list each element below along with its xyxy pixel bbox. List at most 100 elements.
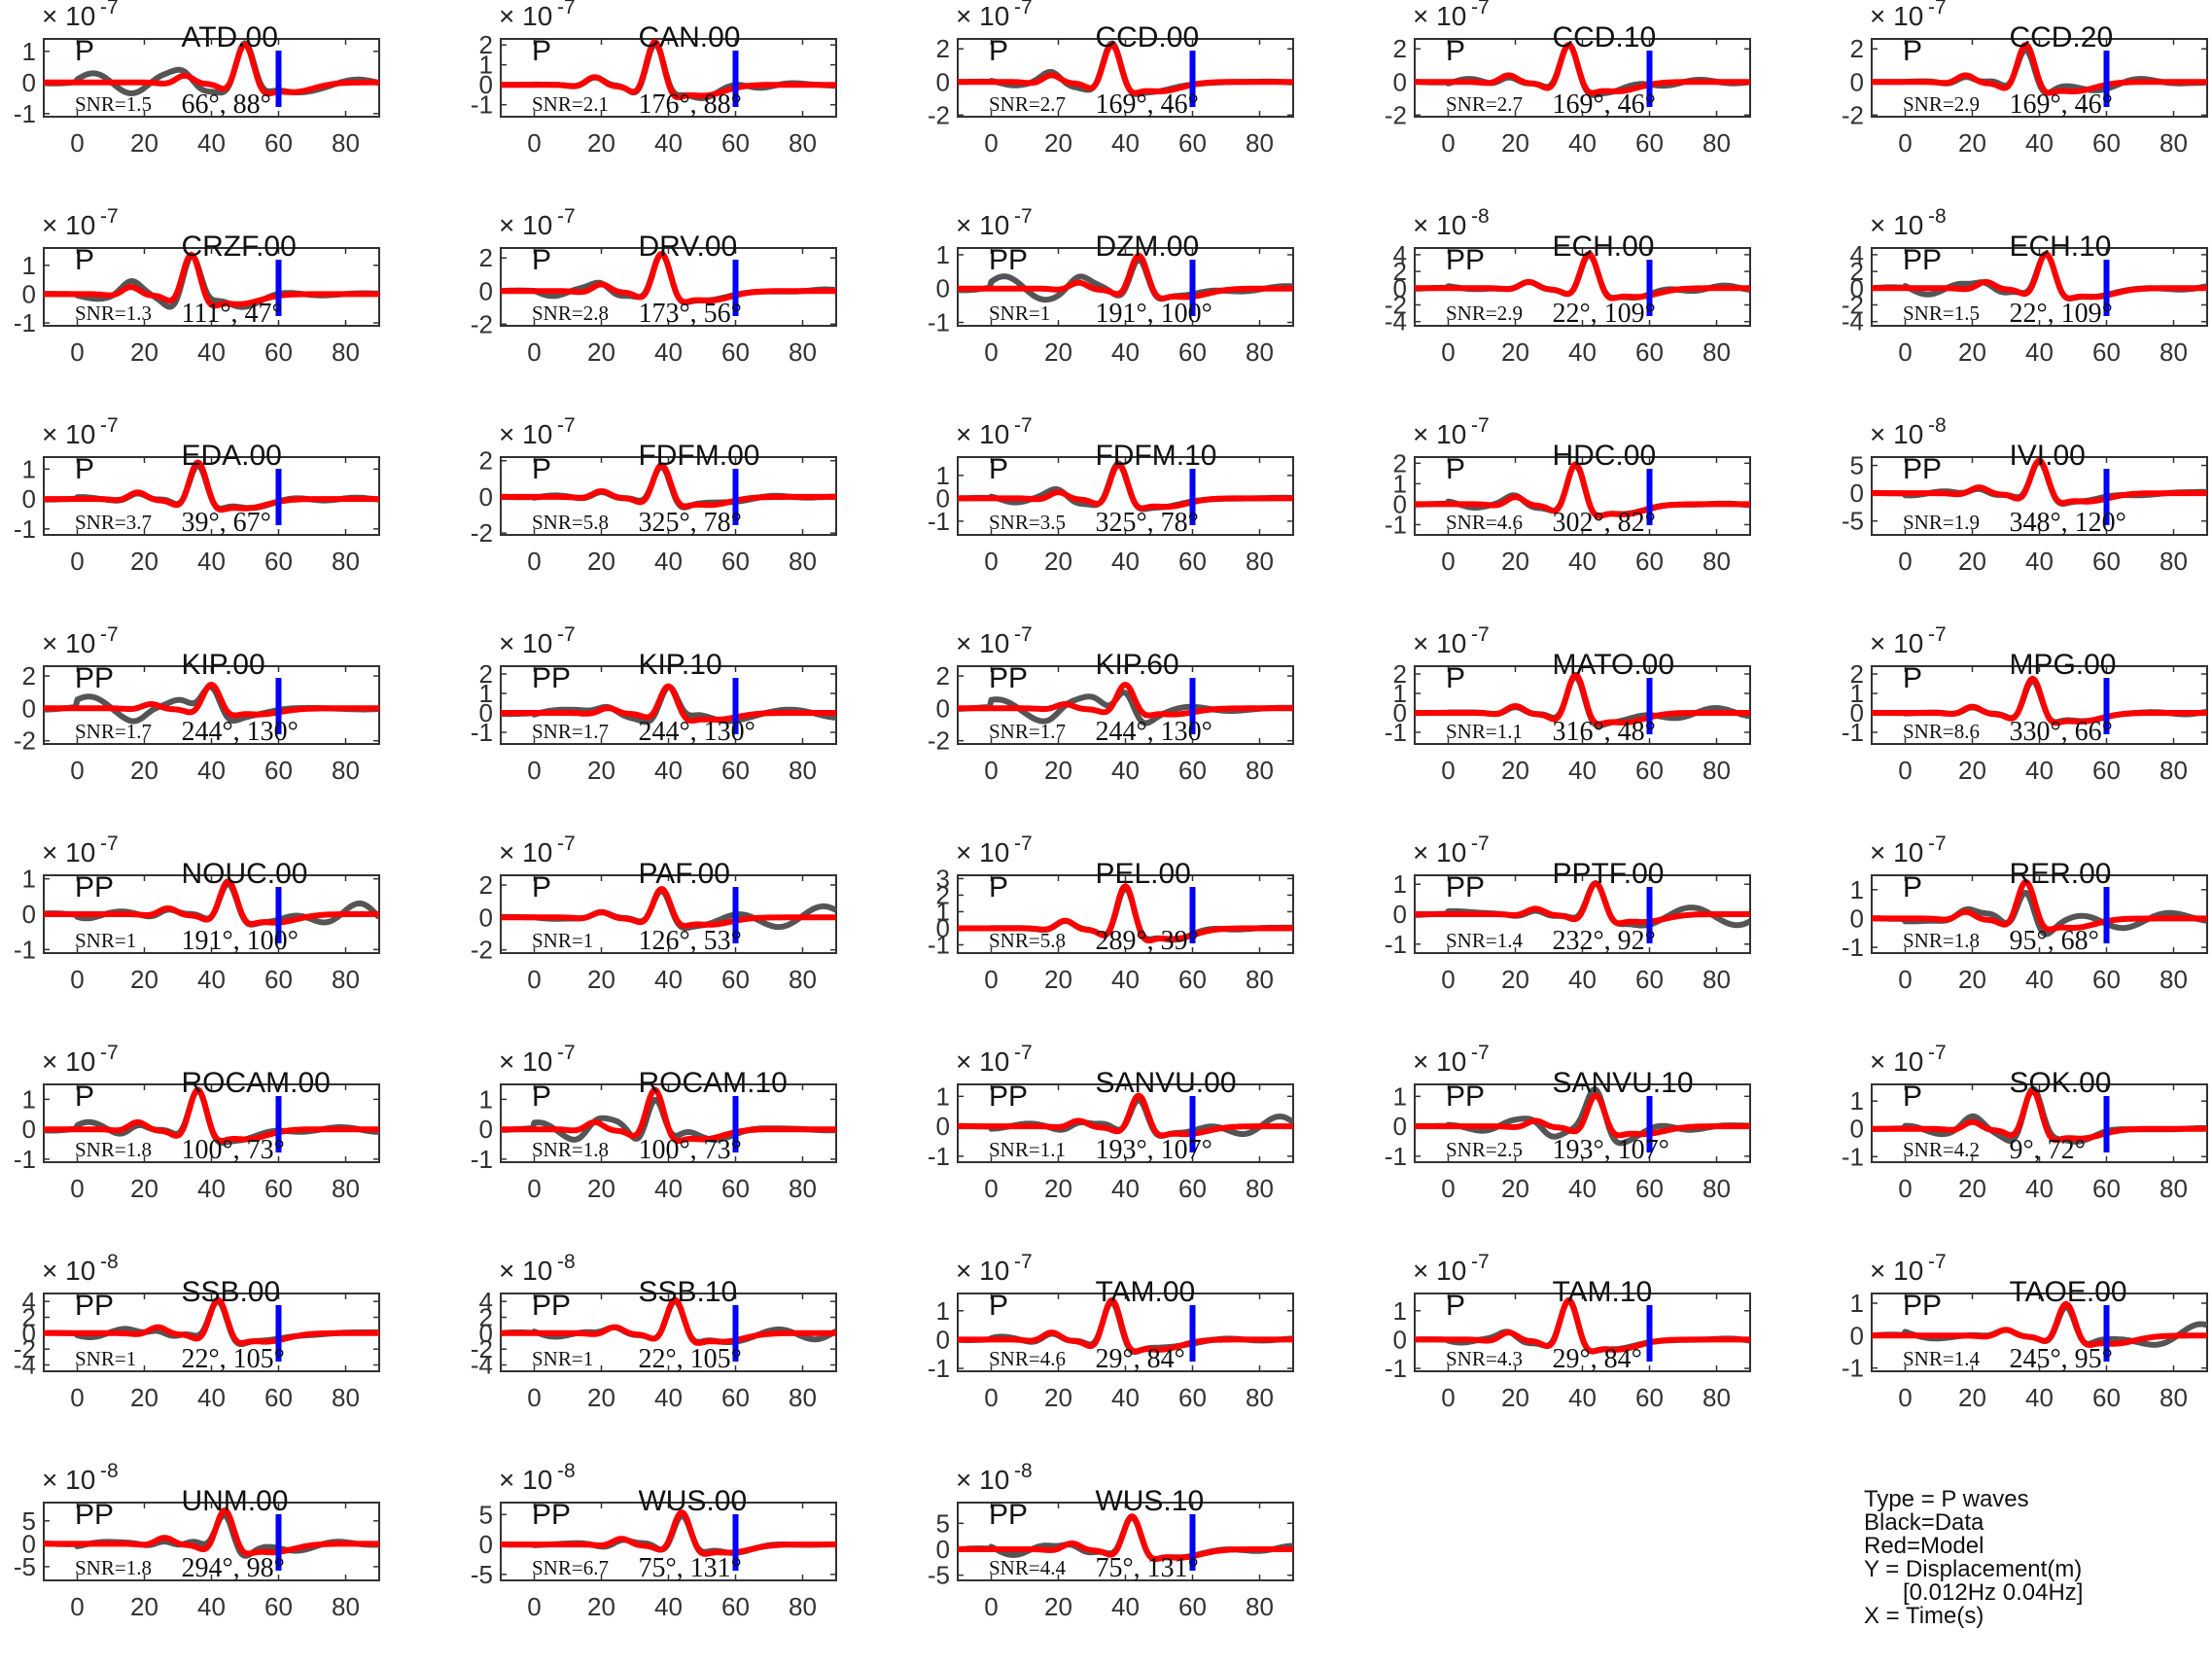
- model-trace: [1872, 457, 2207, 506]
- y-tick-label: 0: [1393, 489, 1407, 518]
- y-tick-label: 1: [1850, 1289, 1864, 1318]
- station-label: ECH.00: [1552, 230, 1654, 263]
- station-label: DRV.00: [638, 230, 737, 263]
- x-tick-label: 0: [984, 756, 998, 785]
- legend: Type = P waves Black=Data Red=Model Y = …: [1864, 1488, 2083, 1628]
- x-tick-label: 80: [1703, 128, 1731, 158]
- azimuth-distance-label: 245°, 95°: [2009, 1344, 2112, 1374]
- azimuth-distance-label: 191°, 100°: [181, 926, 298, 956]
- y-tick-label: -1: [1385, 510, 1407, 539]
- station-label: WUS.00: [638, 1485, 747, 1517]
- x-tick-label: 0: [70, 965, 84, 994]
- y-tick-label: -2: [471, 309, 493, 338]
- station-label: PEL.00: [1095, 858, 1190, 890]
- model-trace: [958, 681, 1293, 719]
- x-tick-label: 40: [2025, 547, 2054, 576]
- x-tick-label: 80: [789, 547, 817, 576]
- station-label: PAF.00: [638, 858, 730, 890]
- x-tick-label: 60: [1178, 547, 1207, 576]
- phase-label: PP: [532, 1499, 571, 1531]
- snr-label: SNR=6.7: [532, 1556, 609, 1579]
- x-tick-label: 40: [1568, 965, 1597, 994]
- x-tick-label: 20: [130, 547, 158, 576]
- station-label: NOUC.00: [181, 858, 307, 890]
- y-tick-label: 0: [936, 913, 950, 942]
- x-tick-label: 20: [130, 1174, 158, 1203]
- x-tick-label: 80: [2159, 337, 2188, 367]
- y-tick-label: -1: [928, 308, 950, 337]
- snr-label: SNR=1: [532, 1347, 593, 1370]
- y-tick-label: 0: [936, 1325, 950, 1354]
- y-tick-label: 0: [1393, 67, 1407, 96]
- y-tick-label: 2: [1393, 257, 1407, 286]
- model-trace: [958, 883, 1293, 944]
- y-tick-label: 1: [22, 1084, 36, 1114]
- x-tick-label: 80: [1703, 337, 1731, 367]
- azimuth-distance-label: 22°, 105°: [638, 1344, 741, 1374]
- x-tick-label: 80: [332, 128, 360, 158]
- y-tick-label: 0: [1393, 273, 1407, 302]
- x-tick-label: 40: [1111, 965, 1140, 994]
- phase-label: PP: [532, 1290, 571, 1322]
- model-trace: [44, 41, 379, 97]
- x-tick-label: 40: [1111, 1383, 1140, 1412]
- snr-label: SNR=4.4: [989, 1556, 1066, 1579]
- y-tick-label: 0: [1850, 1115, 1864, 1144]
- azimuth-distance-label: 289°, 39°: [1095, 926, 1198, 956]
- model-trace: [958, 1513, 1293, 1562]
- azimuth-distance-label: 193°, 107°: [1552, 1135, 1668, 1165]
- azimuth-distance-label: 95°, 68°: [2009, 926, 2098, 956]
- model-trace: [958, 461, 1293, 512]
- x-tick-label: 80: [1246, 547, 1274, 576]
- x-tick-label: 60: [721, 1383, 750, 1412]
- x-tick-label: 60: [2092, 965, 2121, 994]
- y-tick-label: 5: [1850, 451, 1864, 480]
- x-tick-label: 0: [984, 1592, 998, 1621]
- snr-label: SNR=1.5: [1903, 301, 1980, 325]
- y-tick-label: -2: [471, 518, 493, 548]
- phase-label: P: [75, 1080, 94, 1113]
- y-scale-exponent: -7: [100, 0, 119, 18]
- y-scale-label: × 10: [499, 1, 552, 31]
- x-tick-label: 60: [1178, 128, 1207, 158]
- panel-nouc-00: 0 20 40 60 80 -1 0 1× 10 -7 NOUC.00 PP SNR=1 191°, 1…: [14, 832, 380, 994]
- model-trace: [501, 251, 836, 305]
- x-tick-label: 40: [654, 337, 683, 367]
- x-tick-label: 60: [1635, 756, 1664, 785]
- snr-label: SNR=1.7: [75, 720, 152, 743]
- y-scale-label: × 10: [956, 210, 1009, 240]
- x-tick-label: 0: [984, 128, 998, 158]
- station-label: SSB.10: [638, 1276, 737, 1308]
- y-scale-exponent: -8: [100, 1460, 119, 1482]
- y-scale-label: × 10: [499, 419, 552, 449]
- model-trace: [958, 42, 1293, 96]
- x-tick-label: 40: [197, 1174, 226, 1203]
- y-tick-label: 0: [479, 482, 493, 512]
- x-tick-label: 0: [1898, 756, 1912, 785]
- y-scale-exponent: -7: [557, 414, 576, 437]
- station-label: UNM.00: [181, 1485, 288, 1517]
- y-tick-label: 0: [22, 279, 36, 308]
- y-tick-label: 2: [1850, 257, 1864, 286]
- station-label: KIP.60: [1095, 649, 1178, 681]
- x-tick-label: 0: [984, 337, 998, 367]
- model-trace: [1415, 1296, 1750, 1355]
- station-label: KIP.00: [181, 649, 264, 681]
- x-tick-label: 20: [1044, 1174, 1072, 1203]
- x-tick-label: 40: [1568, 128, 1597, 158]
- station-label: CAN.00: [638, 21, 740, 53]
- x-tick-label: 20: [1501, 547, 1529, 576]
- x-tick-label: 20: [1501, 128, 1529, 158]
- x-tick-label: 80: [2159, 547, 2188, 576]
- x-tick-label: 0: [984, 547, 998, 576]
- y-tick-label: 2: [479, 30, 493, 59]
- x-tick-label: 80: [1246, 1383, 1274, 1412]
- y-scale-exponent: -7: [557, 623, 576, 646]
- x-tick-label: 0: [70, 337, 84, 367]
- snr-label: SNR=3.5: [989, 511, 1066, 534]
